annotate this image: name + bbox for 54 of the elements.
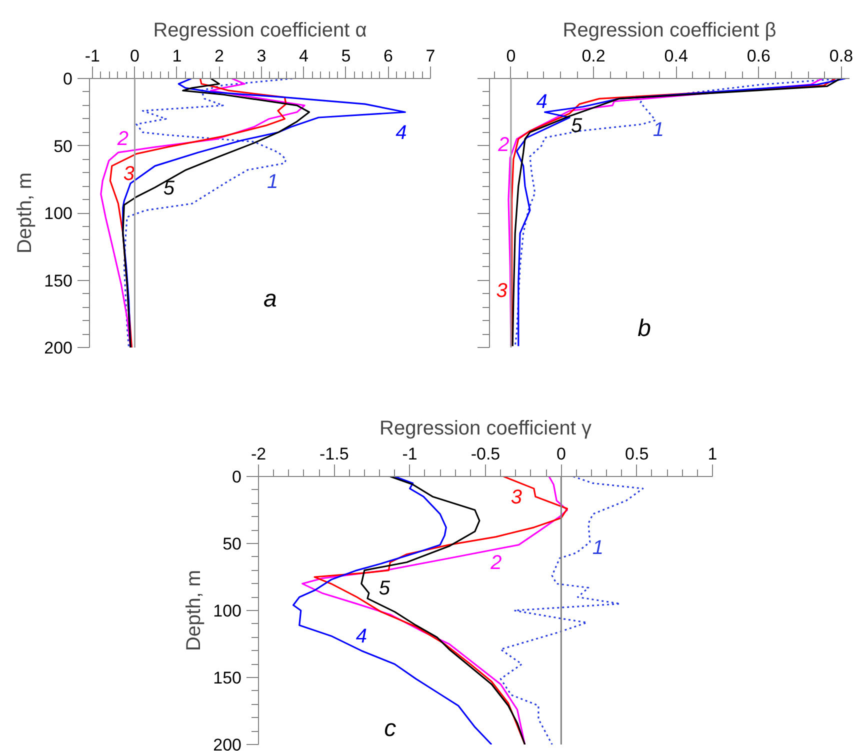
y-tick-label: 0 (232, 468, 242, 486)
annotation: a (264, 286, 277, 313)
series-label: 3 (496, 280, 508, 302)
y-tick-label: 50 (54, 136, 73, 156)
annotation: c (384, 714, 396, 742)
series-label: 4 (356, 626, 367, 648)
x-tick-label: 0 (556, 444, 566, 464)
series-label: 3 (123, 162, 134, 185)
series-label: 3 (510, 486, 522, 509)
series-label: 5 (163, 177, 176, 200)
x-tick-label: 3 (256, 46, 266, 66)
series-label: 4 (536, 91, 548, 114)
x-tick-label: 5 (341, 46, 351, 66)
x-tick-label: 0.6 (746, 46, 770, 66)
series-label: 5 (378, 578, 391, 600)
x-tick-label: 0 (506, 46, 516, 66)
x-tick-label: 0.2 (582, 46, 606, 66)
x-tick-label: 7 (426, 46, 436, 66)
series-label: 1 (266, 170, 278, 193)
x-tick-label: 1 (708, 444, 718, 464)
x-tick-label: 4 (299, 46, 308, 66)
series-label: 2 (116, 128, 129, 150)
x-tick-label: 0.4 (664, 46, 688, 66)
series-label: 2 (497, 134, 510, 156)
y-tick-label: 50 (222, 534, 242, 554)
x-tick-label: -1.5 (320, 444, 349, 464)
series-label: 1 (652, 119, 664, 142)
x-tick-label: -1 (84, 46, 100, 66)
x-tick-label: -1 (402, 444, 418, 464)
y-tick-label: 0 (63, 70, 73, 88)
y-axis-title: Depth, m (14, 172, 36, 254)
x-tick-label: -0.5 (470, 444, 500, 464)
y-tick-label: 200 (44, 338, 73, 358)
series-label: 1 (592, 537, 604, 560)
series-label: 5 (571, 115, 584, 138)
x-tick-label: 2 (214, 46, 224, 66)
x-tick-label: 1 (172, 46, 182, 66)
y-tick-label: 100 (213, 602, 242, 620)
annotation: b (638, 315, 651, 342)
x-axis-title: Regression coefficient γ (380, 418, 592, 440)
x-axis-title: Regression coefficient β (562, 20, 776, 42)
x-tick-label: -2 (250, 444, 266, 464)
x-tick-label: 0.5 (625, 444, 649, 464)
y-tick-label: 200 (213, 736, 242, 751)
x-axis-title: Regression coefficient α (153, 20, 367, 42)
x-tick-label: 0.8 (829, 46, 854, 66)
y-tick-label: 100 (44, 204, 73, 223)
y-tick-label: 150 (44, 271, 73, 290)
x-tick-label: 6 (384, 46, 393, 66)
series-label: 4 (396, 122, 407, 144)
series-label: 2 (490, 552, 502, 574)
y-axis-title: Depth, m (183, 570, 206, 652)
x-tick-label: 0 (130, 46, 140, 66)
y-tick-label: 150 (213, 668, 242, 688)
